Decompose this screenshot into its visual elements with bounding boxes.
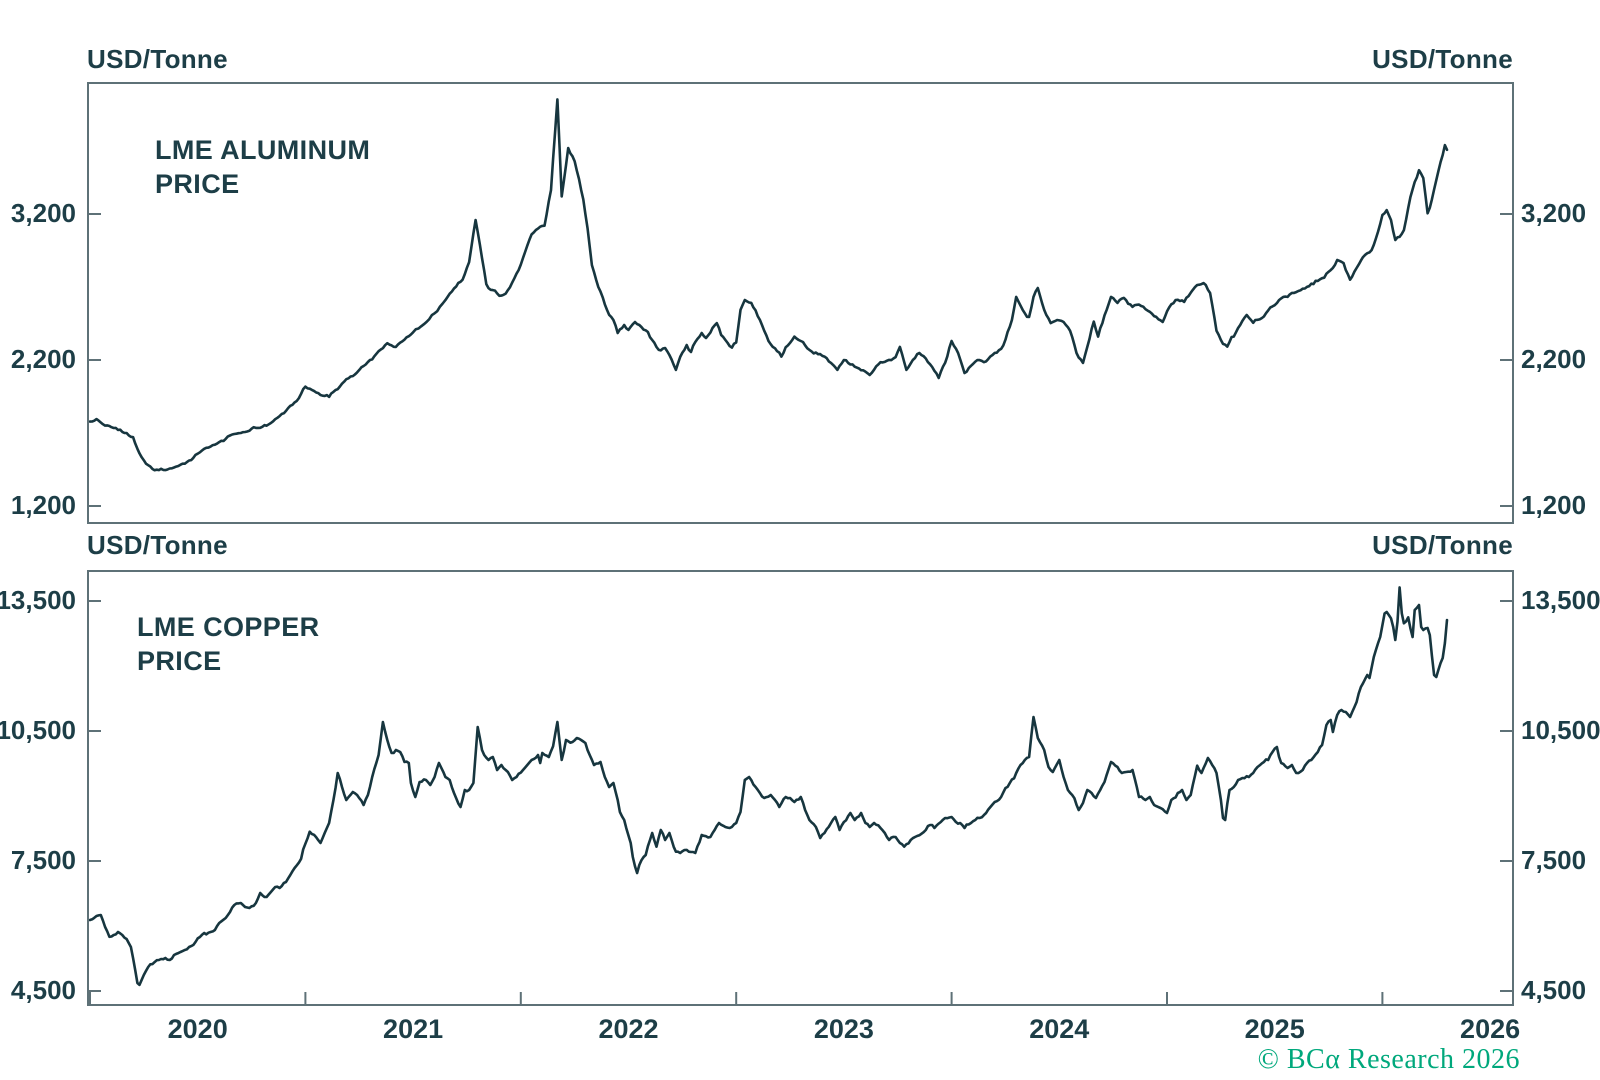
copper-unit-label-left: USD/Tonne [87, 530, 228, 560]
y-tick-label-right: 10,500 [1521, 714, 1600, 745]
y-tick-label-right: 1,200 [1521, 489, 1587, 520]
aluminum-title-line-1: LME ALUMINUM [155, 135, 371, 165]
y-tick-label-right: 3,200 [1521, 197, 1587, 228]
y-tick-label-left: 10,500 [0, 714, 76, 745]
y-tick-label-right: 2,200 [1521, 343, 1587, 374]
aluminum-chart-title: LME ALUMINUM PRICE [155, 133, 370, 201]
y-tick-label-left: 2,200 [10, 343, 76, 374]
copper-plot-border [87, 570, 1514, 1006]
x-year-label: 2021 [383, 1014, 444, 1044]
y-tick-label-right: 7,500 [1521, 844, 1587, 875]
y-tick-label-right: 13,500 [1521, 584, 1600, 615]
y-tick-label-left: 3,200 [10, 197, 76, 228]
aluminum-unit-label-right: USD/Tonne [1372, 44, 1513, 74]
x-year-label: 2026 [1460, 1014, 1521, 1044]
copper-chart-title: LME COPPER PRICE [137, 610, 320, 678]
x-year-label: 2022 [598, 1014, 659, 1044]
x-year-label: 2025 [1244, 1014, 1305, 1044]
y-tick-label-right: 4,500 [1521, 974, 1587, 1005]
aluminum-title-line-2: PRICE [155, 169, 240, 199]
y-tick-label-left: 1,200 [10, 489, 76, 520]
copper-price-line [89, 586, 1449, 987]
bca-research-credit: © BCα Research 2026 [1257, 1044, 1520, 1075]
copper-title-line-1: LME COPPER [137, 612, 320, 642]
y-tick-label-left: 13,500 [0, 584, 76, 615]
y-tick-label-left: 4,500 [10, 974, 76, 1005]
y-tick-label-left: 7,500 [10, 844, 76, 875]
x-year-label: 2020 [167, 1014, 228, 1044]
aluminum-plot-border [87, 82, 1514, 524]
aluminum-price-line [89, 98, 1449, 472]
x-year-label: 2024 [1029, 1014, 1090, 1044]
copper-unit-label-right: USD/Tonne [1372, 530, 1513, 560]
x-year-label: 2023 [813, 1014, 874, 1044]
copper-title-line-2: PRICE [137, 646, 222, 676]
aluminum-unit-label-left: USD/Tonne [87, 44, 228, 74]
